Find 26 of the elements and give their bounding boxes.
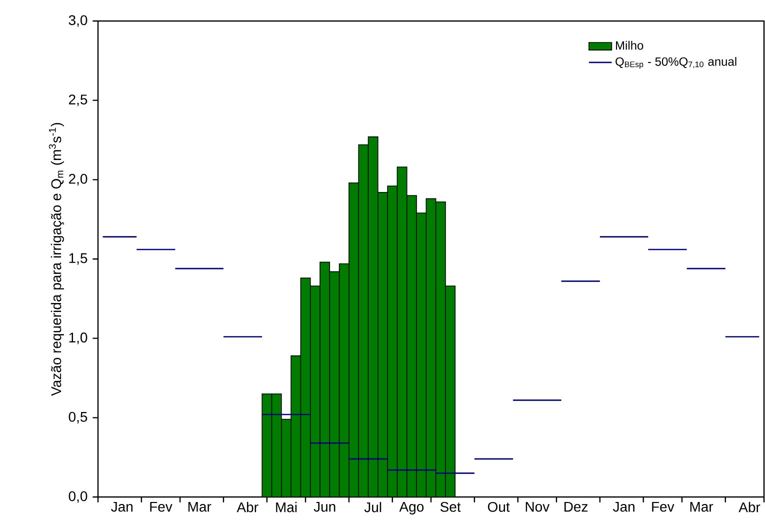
- x-tick-label: Ago: [399, 502, 424, 514]
- legend-label: Q$_{BEsp}$ - 50%Q$_{7,10}$ anual: [616, 57, 736, 69]
- x-tick-label: Fev: [150, 502, 172, 512]
- y-tick-label: 1,5: [69, 253, 88, 265]
- y-tick-label: 0,5: [68, 412, 88, 424]
- x-tick-label: Dez: [564, 502, 588, 512]
- legend-label: Milho: [616, 40, 644, 50]
- y-tick-label: 0,0: [68, 491, 88, 503]
- x-tick-label: Abr: [236, 502, 258, 512]
- x-tick-label: Mai: [276, 502, 297, 512]
- x-tick-label: Out: [488, 502, 510, 512]
- x-tick-label: Fev: [652, 502, 674, 512]
- y-tick-label: 2,0: [68, 174, 88, 186]
- x-tick-label: Jun: [314, 502, 336, 512]
- x-tick-label: Mar: [690, 502, 714, 512]
- y-tick-label: 1,0: [69, 332, 88, 344]
- x-tick-label: Nov: [526, 502, 550, 512]
- x-tick-label: Jul: [364, 502, 382, 512]
- x-tick-label: Jan: [111, 502, 133, 512]
- x-tick-label: Jan: [612, 502, 634, 512]
- x-tick-label: Abr: [738, 502, 760, 512]
- x-tick-label: Mar: [188, 502, 212, 512]
- x-tick-label: Set: [440, 502, 461, 512]
- y-tick-label: 2,5: [68, 94, 88, 106]
- y-tick-label: 3,0: [68, 15, 88, 27]
- y-axis-title: Vazão requerida para irrigação e Q$_{m}$ (m$^{3}$s$^{-1}$): [48, 122, 64, 396]
